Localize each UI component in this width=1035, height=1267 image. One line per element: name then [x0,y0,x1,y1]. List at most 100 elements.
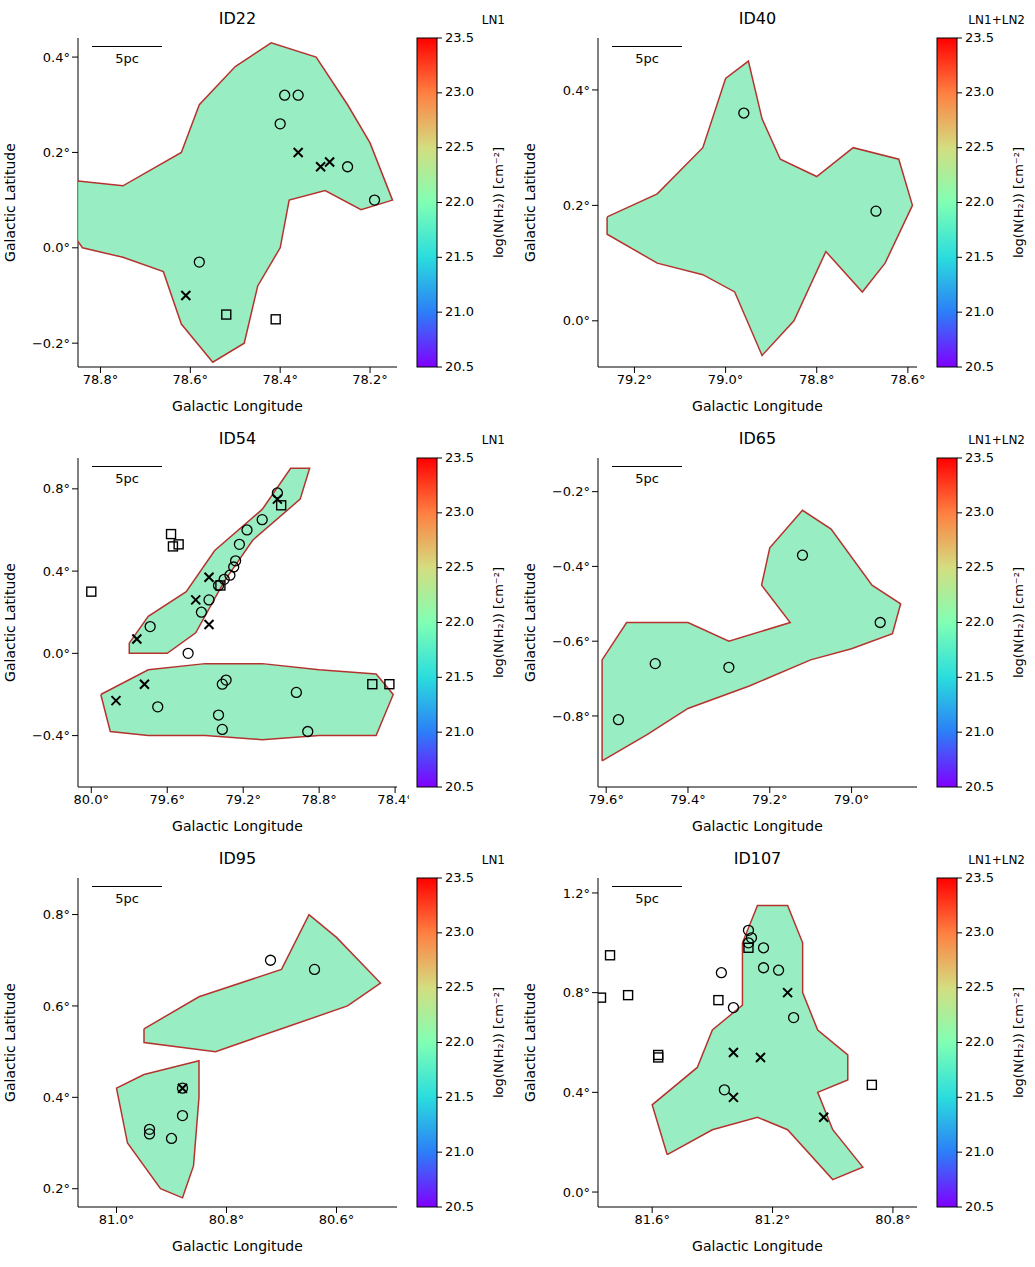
svg-text:79.0°: 79.0° [708,372,743,387]
svg-text:23.0: 23.0 [965,504,994,519]
svg-text:23.0: 23.0 [445,924,474,939]
svg-text:23.0: 23.0 [445,84,474,99]
svg-text:21.0: 21.0 [965,304,994,319]
svg-text:0.8°: 0.8° [563,985,590,1000]
svg-text:0.4°: 0.4° [43,50,70,65]
svg-text:Galactic Latitude: Galactic Latitude [524,563,538,682]
svg-text:78.4°: 78.4° [377,792,409,807]
svg-text:20.5: 20.5 [965,1199,994,1214]
svg-text:Galactic Latitude: Galactic Latitude [4,143,18,262]
svg-text:79.2°: 79.2° [752,792,787,807]
svg-text:−0.4°: −0.4° [32,728,70,743]
svg-text:81.0°: 81.0° [99,1212,134,1227]
svg-text:80.0°: 80.0° [74,792,109,807]
svg-text:−0.2°: −0.2° [32,336,70,351]
svg-text:78.4°: 78.4° [262,372,297,387]
svg-text:79.2°: 79.2° [617,372,652,387]
svg-text:20.5: 20.5 [965,779,994,794]
svg-text:Galactic Longitude: Galactic Longitude [172,818,303,834]
svg-text:23.5: 23.5 [445,30,474,45]
svg-text:78.8°: 78.8° [799,372,834,387]
svg-text:80.8°: 80.8° [875,1212,910,1227]
svg-text:21.0: 21.0 [965,1144,994,1159]
svg-text:81.2°: 81.2° [755,1212,790,1227]
svg-text:22.5: 22.5 [445,559,474,574]
svg-text:0.2°: 0.2° [43,1181,70,1196]
svg-text:22.0: 22.0 [965,614,994,629]
svg-text:0.8°: 0.8° [43,481,70,496]
svg-text:80.8°: 80.8° [209,1212,244,1227]
svg-text:−0.2°: −0.2° [552,484,590,499]
svg-text:78.8°: 78.8° [301,792,336,807]
svg-text:0.0°: 0.0° [43,240,70,255]
svg-text:21.5: 21.5 [965,249,994,264]
svg-text:21.5: 21.5 [445,249,474,264]
svg-text:22.0: 22.0 [445,194,474,209]
svg-text:79.6°: 79.6° [150,792,185,807]
svg-text:−0.4°: −0.4° [552,559,590,574]
svg-text:23.5: 23.5 [445,870,474,885]
svg-text:0.2°: 0.2° [563,198,590,213]
svg-text:Galactic Latitude: Galactic Latitude [4,983,18,1102]
svg-text:21.5: 21.5 [965,1089,994,1104]
svg-text:23.0: 23.0 [445,504,474,519]
svg-text:Galactic Latitude: Galactic Latitude [4,563,18,682]
svg-text:log(N(H₂)) [cm⁻²]: log(N(H₂)) [cm⁻²] [491,987,506,1098]
svg-text:0.2°: 0.2° [43,145,70,160]
svg-text:21.0: 21.0 [445,1144,474,1159]
svg-text:1.2°: 1.2° [563,886,590,901]
svg-text:80.6°: 80.6° [319,1212,354,1227]
svg-text:22.0: 22.0 [445,614,474,629]
svg-text:log(N(H₂)) [cm⁻²]: log(N(H₂)) [cm⁻²] [1011,567,1026,678]
svg-text:Galactic Latitude: Galactic Latitude [524,143,538,262]
svg-text:23.5: 23.5 [965,870,994,885]
svg-text:79.6°: 79.6° [588,792,623,807]
svg-text:22.0: 22.0 [965,194,994,209]
svg-text:78.6°: 78.6° [890,372,925,387]
svg-text:21.5: 21.5 [445,1089,474,1104]
svg-text:79.0°: 79.0° [834,792,869,807]
svg-text:20.5: 20.5 [445,779,474,794]
svg-text:21.0: 21.0 [965,724,994,739]
svg-text:Galactic Longitude: Galactic Longitude [172,1238,303,1254]
svg-text:23.5: 23.5 [445,450,474,465]
svg-text:81.6°: 81.6° [634,1212,669,1227]
svg-text:79.2°: 79.2° [225,792,260,807]
svg-text:22.5: 22.5 [965,979,994,994]
svg-text:79.4°: 79.4° [670,792,705,807]
svg-text:log(N(H₂)) [cm⁻²]: log(N(H₂)) [cm⁻²] [1011,987,1026,1098]
svg-text:21.5: 21.5 [445,669,474,684]
svg-text:20.5: 20.5 [445,1199,474,1214]
svg-text:22.5: 22.5 [965,139,994,154]
svg-text:0.8°: 0.8° [43,907,70,922]
svg-text:20.5: 20.5 [445,359,474,374]
svg-text:21.0: 21.0 [445,724,474,739]
svg-text:0.4°: 0.4° [43,564,70,579]
svg-text:Galactic Longitude: Galactic Longitude [172,398,303,414]
svg-text:Galactic Longitude: Galactic Longitude [692,398,823,414]
svg-text:22.5: 22.5 [965,559,994,574]
svg-text:23.5: 23.5 [965,30,994,45]
svg-text:22.5: 22.5 [445,139,474,154]
svg-text:Galactic Latitude: Galactic Latitude [524,983,538,1102]
svg-text:23.0: 23.0 [965,84,994,99]
svg-text:78.2°: 78.2° [352,372,387,387]
svg-text:Galactic Longitude: Galactic Longitude [692,818,823,834]
svg-text:−0.8°: −0.8° [552,709,590,724]
svg-text:log(N(H₂)) [cm⁻²]: log(N(H₂)) [cm⁻²] [491,147,506,258]
svg-text:Galactic Longitude: Galactic Longitude [692,1238,823,1254]
svg-text:0.0°: 0.0° [563,1185,590,1200]
svg-text:22.0: 22.0 [445,1034,474,1049]
svg-text:23.0: 23.0 [965,924,994,939]
svg-text:log(N(H₂)) [cm⁻²]: log(N(H₂)) [cm⁻²] [1011,147,1026,258]
svg-text:0.6°: 0.6° [43,999,70,1014]
svg-text:0.4°: 0.4° [563,1085,590,1100]
svg-text:0.0°: 0.0° [43,646,70,661]
svg-text:78.8°: 78.8° [83,372,118,387]
svg-text:23.5: 23.5 [965,450,994,465]
svg-text:22.0: 22.0 [965,1034,994,1049]
svg-text:0.0°: 0.0° [563,313,590,328]
svg-text:0.4°: 0.4° [43,1090,70,1105]
svg-text:−0.6°: −0.6° [552,634,590,649]
svg-text:22.5: 22.5 [445,979,474,994]
